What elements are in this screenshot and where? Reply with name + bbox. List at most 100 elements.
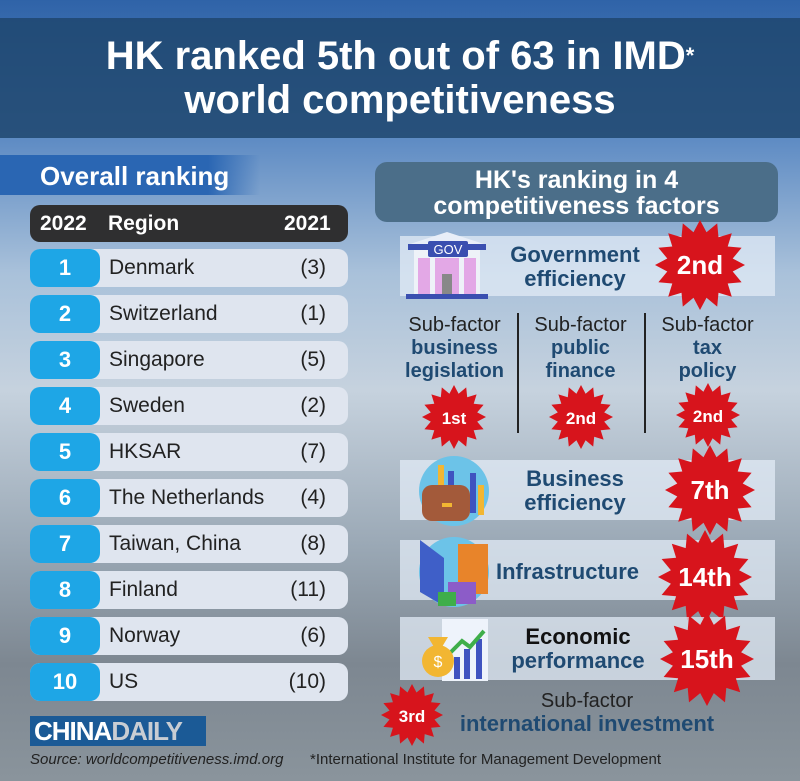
starburst-shape — [658, 530, 752, 624]
source-note: Source: worldcompetitiveness.imd.org — [30, 751, 284, 768]
col-region: Region — [108, 212, 180, 235]
factors-heading: HK's ranking in 4 competitiveness factor… — [375, 162, 778, 222]
rank-2021: (1) — [300, 302, 326, 325]
region-name: Denmark — [109, 256, 195, 279]
svg-text:$: $ — [434, 654, 443, 671]
starburst-shape — [660, 612, 754, 706]
region-name: The Netherlands — [109, 486, 265, 509]
rank-2021: (7) — [300, 440, 326, 463]
sub-rank-star: 2nd — [676, 383, 740, 447]
ranking-row: 6 The Netherlands (4) — [30, 479, 348, 517]
sub-name1: public — [551, 337, 610, 359]
gov-rank: 2nd — [677, 250, 723, 280]
econ-line1: Economic — [525, 624, 631, 649]
ranking-row: 7 Taiwan, China (8) — [30, 525, 348, 563]
sub-label: Sub-factor — [661, 314, 754, 336]
ranking-row: 9 Norway (6) — [30, 617, 348, 655]
region-name: US — [109, 670, 139, 693]
title-line1: HK ranked 5th out of 63 in IMD — [105, 34, 686, 78]
rank-2022: 8 — [30, 571, 100, 609]
intl-name: international investment — [459, 711, 715, 736]
business-line2: efficiency — [524, 490, 626, 515]
sub-rank-star: 1st — [422, 385, 486, 449]
sub-name2: legislation — [405, 360, 504, 382]
rank-2022: 3 — [30, 341, 100, 379]
intl-rank-star: 3rd — [381, 684, 443, 746]
col-2022: 2022 — [40, 212, 87, 235]
region-name: Switzerland — [109, 302, 218, 325]
sub-factor-business-legislation: Sub-factor business legislation — [392, 314, 517, 383]
sub-name2: policy — [678, 360, 737, 382]
ranking-row: 4 Sweden (2) — [30, 387, 348, 425]
intl-label: Sub-factor — [540, 690, 634, 712]
intl-investment-sub-factor: Sub-factor international investment — [447, 690, 727, 736]
factors-heading-line1: HK's ranking in 4 — [474, 166, 679, 194]
rank-2021: (3) — [300, 256, 326, 279]
infrastructure-rank-star: 14th — [658, 530, 752, 624]
economic-rank-star: 15th — [660, 612, 754, 706]
ranking-row: 5 HKSAR (7) — [30, 433, 348, 471]
starburst-shape — [655, 220, 745, 310]
sub-factor-public-finance: Sub-factor public finance — [518, 314, 643, 383]
business-line1: Business — [526, 466, 624, 491]
sub-rank: 2nd — [693, 407, 723, 426]
starburst-shape — [381, 684, 443, 746]
region-name: Norway — [109, 624, 181, 647]
rank-2022: 7 — [30, 525, 100, 563]
gov-rank-star: 2nd — [655, 220, 745, 310]
business-rank: 7th — [691, 475, 730, 505]
econ-line2: performance — [511, 648, 645, 673]
main-title: HK ranked 5th out of 63 in IMD* world co… — [0, 18, 800, 138]
logo-china: CHINA — [34, 716, 112, 746]
sub-label: Sub-factor — [534, 314, 627, 336]
business-efficiency-label: Business efficiency — [495, 467, 655, 515]
rank-2022: 2 — [30, 295, 100, 333]
starburst-shape — [549, 385, 613, 449]
col-2021: 2021 — [284, 212, 331, 235]
ranking-row: 3 Singapore (5) — [30, 341, 348, 379]
title-asterisk: * — [685, 43, 695, 68]
title-line2: world competitiveness — [184, 78, 616, 122]
rank-2022: 5 — [30, 433, 100, 471]
rank-2021: (6) — [300, 624, 326, 647]
ranking-row: 8 Finland (11) — [30, 571, 348, 609]
ranking-row: 10 US (10) — [30, 663, 348, 701]
rank-2021: (4) — [300, 486, 326, 509]
starburst-shape — [676, 383, 740, 447]
business-rank-star: 7th — [665, 445, 755, 535]
sub-name2: finance — [545, 360, 616, 382]
rank-2021: (2) — [300, 394, 326, 417]
infrastructure-label: Infrastructure — [496, 559, 640, 584]
starburst-shape — [665, 445, 755, 535]
rank-2022: 10 — [30, 663, 100, 701]
region-name: Sweden — [109, 394, 185, 417]
money-bag-chart-icon: $ — [422, 619, 488, 681]
china-daily-logo: CHINADAILY — [30, 716, 206, 746]
gov-line2: efficiency — [524, 266, 626, 291]
sub-rank: 1st — [442, 409, 467, 428]
briefcase-chart-icon — [419, 456, 489, 526]
gov-efficiency-label: Government efficiency — [495, 243, 655, 291]
region-name: Taiwan, China — [109, 532, 241, 555]
ranking-row: 1 Denmark (3) — [30, 249, 348, 287]
buildings-icon — [419, 537, 489, 607]
sub-label: Sub-factor — [408, 314, 501, 336]
rank-2021: (10) — [288, 670, 326, 693]
gov-icon-label: GOV — [434, 242, 463, 257]
ranking-table-header: 2022 Region 2021 — [30, 205, 348, 242]
logo-daily: DAILY — [111, 716, 183, 746]
region-name: Singapore — [109, 348, 205, 371]
overall-ranking-heading: Overall ranking — [0, 155, 260, 195]
rank-2021: (5) — [300, 348, 326, 371]
infrastructure-rank: 14th — [678, 562, 731, 592]
rank-2022: 1 — [30, 249, 100, 287]
rank-2022: 9 — [30, 617, 100, 655]
sub-name1: tax — [693, 337, 722, 359]
divider — [644, 313, 646, 433]
sub-factor-tax-policy: Sub-factor tax policy — [645, 314, 770, 383]
economic-rank: 15th — [680, 644, 733, 674]
region-name: Finland — [109, 578, 178, 601]
sub-rank: 2nd — [566, 409, 596, 428]
footnote: *International Institute for Management … — [310, 751, 662, 768]
sub-rank-star: 2nd — [549, 385, 613, 449]
